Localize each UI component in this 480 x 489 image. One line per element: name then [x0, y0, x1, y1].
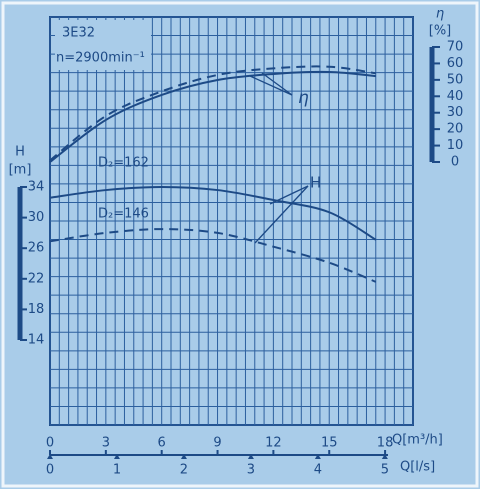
y-tick-label: 26	[28, 241, 45, 256]
series-label: D₂=162	[98, 156, 149, 171]
y-tick-label: 22	[28, 271, 45, 286]
chart-subtitle: n=2900min⁻¹	[56, 51, 145, 66]
x-tick-label: 0	[46, 436, 54, 451]
x2-tick-label: 5	[381, 463, 389, 478]
x-tick-label: 12	[265, 436, 282, 451]
chart-title: 3E32	[62, 26, 95, 41]
y-label: H	[15, 145, 25, 160]
x2-tick-label: 0	[46, 463, 54, 478]
x-label: Q[m³/h]	[392, 433, 443, 448]
annotation: H	[310, 174, 321, 192]
x2-tick	[113, 454, 120, 459]
y-tick-label: 30	[28, 210, 45, 225]
annotation: η	[298, 88, 309, 108]
y-tick-label: 34	[28, 180, 45, 195]
graph-paper	[49, 16, 414, 426]
title-box	[55, 20, 151, 70]
y2-tick-label: 50	[447, 72, 464, 87]
x2-tick-label: 4	[314, 463, 322, 478]
y2-tick-label: 40	[447, 89, 464, 104]
x2-tick	[247, 454, 254, 459]
y2-unit: [%]	[429, 24, 452, 39]
curve	[49, 228, 377, 283]
x2-tick-label: 2	[180, 463, 188, 478]
y2-tick-label: 30	[447, 105, 464, 120]
x-tick-label: 18	[377, 436, 394, 451]
x2-tick	[180, 454, 187, 459]
x2-label: Q[l/s]	[400, 460, 435, 475]
x-tick-label: 9	[213, 436, 221, 451]
y2-tick-label: 70	[447, 40, 464, 55]
x-tick-label: 3	[102, 436, 110, 451]
y-tick-label: 18	[28, 302, 45, 317]
y2-tick-label: 0	[451, 155, 459, 170]
x-tick-label: 6	[158, 436, 166, 451]
x-tick-label: 15	[321, 436, 338, 451]
y2-tick-label: 10	[447, 138, 464, 153]
series-label: D₂=146	[98, 207, 149, 222]
y2-label: η	[436, 7, 444, 22]
y2-tick-label: 60	[447, 56, 464, 71]
x2-tick-label: 1	[113, 463, 121, 478]
y-unit: [m]	[9, 163, 32, 178]
y2-tick-label: 20	[447, 122, 464, 137]
curve	[49, 65, 376, 162]
x2-tick	[47, 454, 53, 459]
x2-tick-label: 3	[247, 463, 255, 478]
curve	[49, 70, 376, 163]
y-tick-label: 14	[28, 333, 45, 348]
x2-tick	[314, 454, 321, 459]
curve	[49, 185, 377, 241]
x2-tick	[381, 454, 388, 459]
